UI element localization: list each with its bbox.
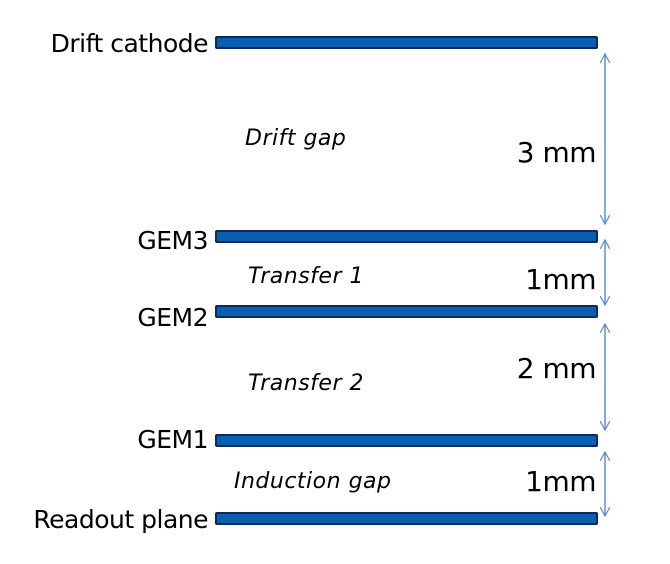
induction-gap-distance: 1mm [525,465,596,498]
drift-cathode: Drift cathode [51,29,598,58]
readout-plane-bar [215,512,598,525]
gem1-label: GEM1 [137,425,208,454]
gem2-bar [215,305,598,318]
drift-gap-label: Drift gap [245,126,346,151]
electrodes: Drift cathode GEM3 GEM2 GEM1 Readout pla… [33,29,598,534]
induction-gap-label: Induction gap [234,469,391,494]
transfer-2-label: Transfer 2 [248,371,364,396]
drift-gap-distance: 3 mm [517,136,596,169]
transfer-1-distance: 1mm [525,263,596,296]
gem2: GEM2 [137,303,598,332]
gem3-bar [215,230,598,243]
drift-cathode-bar [215,36,598,49]
gap-labels: Drift gap Transfer 1 Transfer 2 Inductio… [234,126,391,494]
dimension-labels: 3 mm 1mm 2 mm 1mm [517,136,597,498]
gem1-bar [215,434,598,447]
gem2-label: GEM2 [137,303,208,332]
transfer-1-label: Transfer 1 [248,264,364,289]
readout-plane-label: Readout plane [33,505,208,534]
gem3-label: GEM3 [137,226,208,255]
transfer-2-distance: 2 mm [517,352,596,385]
drift-cathode-label: Drift cathode [51,29,208,58]
gem1: GEM1 [137,425,598,454]
gem3: GEM3 [137,226,598,255]
readout-plane: Readout plane [33,505,598,534]
